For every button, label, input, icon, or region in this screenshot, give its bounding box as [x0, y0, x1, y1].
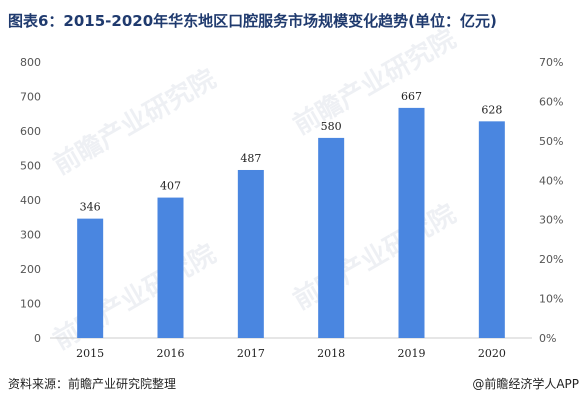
- bar: [77, 218, 104, 338]
- y-tick-label: 700: [20, 91, 41, 104]
- y-tick-label: 500: [20, 160, 41, 173]
- y-tick-label: 300: [20, 229, 41, 242]
- bar: [478, 121, 505, 338]
- y-tick-label: 600: [20, 125, 41, 138]
- y2-tick-label: 70%: [539, 56, 563, 69]
- data-label-group: 346 407 487 580 667 628: [80, 90, 503, 214]
- x-tick-label: 2019: [398, 347, 426, 360]
- x-axis: 2015 2016 2017 2018 2019 2020: [76, 347, 506, 360]
- data-label: 346: [80, 201, 101, 214]
- x-tick-label: 2017: [237, 347, 265, 360]
- data-label: 407: [160, 180, 181, 193]
- bar-series: [77, 107, 505, 338]
- y2-tick-label: 0%: [539, 332, 556, 345]
- bar: [398, 107, 425, 338]
- watermark: 前瞻产业研究院: [288, 198, 461, 316]
- x-tick-label: 2018: [317, 347, 345, 360]
- bar: [157, 197, 184, 338]
- y2-tick-label: 20%: [539, 253, 563, 266]
- bar: [237, 169, 264, 338]
- data-label: 487: [240, 152, 261, 165]
- y2-tick-label: 10%: [539, 293, 563, 306]
- y2-tick-label: 50%: [539, 135, 563, 148]
- y-tick-label: 800: [20, 56, 41, 69]
- y-tick-label: 400: [20, 194, 41, 207]
- y-tick-label: 100: [20, 298, 41, 311]
- y-tick-label: 0: [34, 332, 41, 345]
- y2-tick-label: 40%: [539, 174, 563, 187]
- bar: [318, 137, 345, 338]
- credit-note: @前瞻经济学人APP: [472, 377, 579, 391]
- source-note: 资料来源：前瞻产业研究院整理: [8, 377, 177, 391]
- y-axis-left: 0 100 200 300 400 500 600 700 800: [20, 56, 41, 345]
- chart-title: 图表6：2015-2020年华东地区口腔服务市场规模变化趋势(单位：亿元): [8, 12, 497, 30]
- y2-tick-label: 60%: [539, 95, 563, 108]
- y-tick-label: 200: [20, 263, 41, 276]
- x-tick-label: 2016: [157, 347, 185, 360]
- x-tick-label: 2020: [478, 347, 506, 360]
- watermark: 前瞻产业研究院: [288, 23, 461, 141]
- y2-tick-label: 30%: [539, 214, 563, 227]
- y-axis-right: 0% 10% 20% 30% 40% 50% 60% 70%: [539, 56, 563, 345]
- data-label: 580: [321, 120, 342, 133]
- x-tick-label: 2015: [76, 347, 104, 360]
- data-label: 667: [401, 90, 422, 103]
- watermark: 前瞻产业研究院: [48, 63, 221, 181]
- data-label: 628: [481, 103, 502, 116]
